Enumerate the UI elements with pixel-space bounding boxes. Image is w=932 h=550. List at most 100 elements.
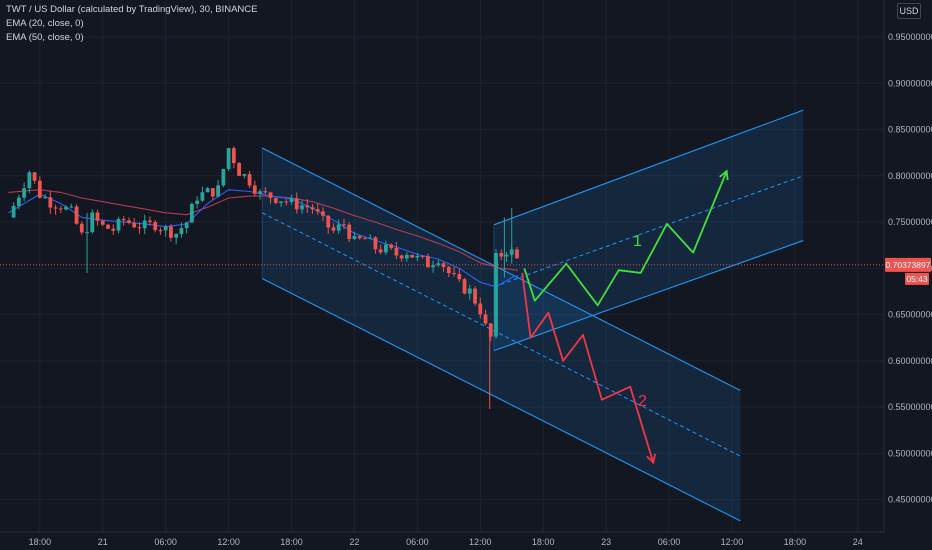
candle-body-49: [268, 192, 273, 198]
candle-body-73: [394, 247, 399, 256]
time-tick-label: 06:00: [154, 537, 177, 547]
candle-body-57: [310, 207, 315, 210]
candle-body-59: [321, 211, 325, 216]
candle-body-88: [473, 288, 477, 304]
candle-body-0: [11, 205, 16, 218]
ascending-channel-upper-line: [493, 109, 804, 226]
candle-body-2: [22, 188, 27, 198]
candle-body-90: [483, 314, 488, 324]
descending-channel-lower-line: [261, 277, 741, 522]
candle-body-6: [43, 197, 47, 199]
candle-body-15: [90, 212, 95, 233]
ascending-channel-middle-line: [493, 175, 804, 288]
current-price-tag: [885, 257, 931, 272]
candle-body-19: [111, 228, 116, 231]
candle-body-36: [200, 192, 205, 201]
ema-20-path: [8, 189, 519, 288]
candle-body-92: [494, 253, 498, 337]
candle-body-63: [342, 224, 346, 226]
ema-50-legend[interactable]: EMA (50, close, 0): [6, 32, 84, 43]
candle-body-52: [284, 201, 289, 203]
candle-body-72: [389, 244, 394, 248]
candle-body-4: [32, 172, 37, 181]
candle-body-94: [504, 254, 509, 257]
currency-button[interactable]: USD: [897, 3, 921, 19]
time-tick-label: 12:00: [721, 537, 744, 547]
candle-body-64: [347, 224, 352, 239]
candle-body-13: [79, 223, 84, 233]
candle-body-8: [53, 207, 58, 209]
descending-channel[interactable]: [261, 147, 741, 522]
candle-body-26: [148, 220, 152, 223]
candle-body-3: [27, 172, 32, 189]
candle-body-45: [247, 174, 252, 186]
time-tick-label: 23: [601, 537, 611, 547]
price-tick-label: 0.60000000: [888, 356, 932, 366]
candle-body-42: [231, 148, 236, 164]
candlesticks: [11, 146, 519, 409]
candle-body-54: [294, 198, 299, 210]
candle-body-16: [95, 212, 100, 221]
candle-body-68: [368, 237, 373, 239]
candle-body-41: [226, 148, 231, 169]
candle-body-9: [58, 208, 63, 210]
price-tick-label: 0.85000000: [888, 125, 932, 135]
chart-legend[interactable]: TWT / US Dollar (calculated by TradingVi…: [6, 3, 258, 45]
ascending-channel[interactable]: [493, 109, 804, 352]
candle-body-91: [488, 323, 493, 337]
time-tick-label: 12:00: [469, 537, 492, 547]
time-tick-label: 06:00: [658, 537, 681, 547]
ema-20-line: [8, 189, 519, 288]
time-axis-background: [0, 532, 932, 550]
projection-2-arrowhead: [646, 453, 657, 465]
candle-body-85: [457, 273, 462, 280]
candle-body-53: [289, 198, 294, 203]
price-tick-label: 0.45000000: [888, 495, 932, 505]
candle-body-78: [420, 255, 425, 257]
candle-body-30: [169, 226, 173, 238]
candle-body-27: [153, 222, 158, 231]
candle-body-84: [452, 273, 456, 275]
price-tick-label: 0.50000000: [888, 448, 932, 458]
price-tick-label: 0.55000000: [888, 402, 932, 412]
projection-1-arrowhead: [719, 169, 729, 181]
candle-body-20: [116, 218, 121, 231]
candle-body-40: [221, 168, 226, 186]
candle-body-39: [216, 185, 221, 197]
time-tick-label: 12:00: [217, 537, 240, 547]
candle-body-62: [336, 224, 341, 231]
symbol-title[interactable]: TWT / US Dollar (calculated by TradingVi…: [6, 4, 258, 15]
candle-body-77: [415, 255, 420, 258]
candle-body-87: [467, 288, 472, 294]
price-tick-label: 0.80000000: [888, 171, 932, 181]
candle-body-89: [478, 303, 483, 315]
projection-paths[interactable]: 12: [521, 169, 729, 465]
candle-body-23: [132, 222, 137, 228]
ascending-channel-lower-line: [493, 240, 804, 352]
projection-2-path: [521, 272, 655, 463]
candle-body-55: [300, 205, 304, 210]
candle-body-74: [399, 255, 404, 259]
ema-20-legend[interactable]: EMA (20, close, 0): [6, 18, 84, 29]
candle-body-48: [263, 191, 268, 193]
candle-body-17: [100, 220, 105, 225]
candle-body-96: [515, 249, 519, 259]
candle-body-86: [462, 279, 467, 294]
projection-1-label: 1: [633, 233, 642, 250]
candle-body-81: [436, 263, 441, 266]
candle-body-51: [279, 201, 283, 203]
projection-2-label: 2: [638, 393, 647, 410]
time-axis[interactable]: 18:00 21 06:00 12:00 18:00 22 06:00 12:00 18:00 2…: [29, 537, 863, 547]
candle-body-29: [163, 226, 168, 231]
candle-body-35: [195, 200, 200, 204]
candle-body-75: [404, 254, 409, 259]
time-tick-label: 21: [98, 537, 108, 547]
candle-body-93: [499, 253, 504, 257]
candle-body-24: [137, 227, 142, 229]
time-tick-label: 18:00: [784, 537, 807, 547]
candle-body-43: [237, 163, 241, 176]
price-tick-label: 0.90000000: [888, 78, 932, 88]
time-tick-label: 18:00: [532, 537, 555, 547]
